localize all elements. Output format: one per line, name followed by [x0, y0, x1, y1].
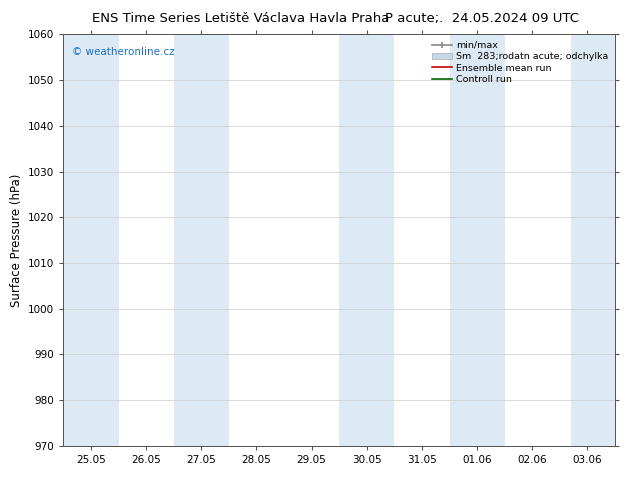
Bar: [339, 34, 394, 446]
Bar: [63, 34, 119, 446]
Text: © weatheronline.cz: © weatheronline.cz: [72, 47, 174, 57]
Bar: [450, 34, 505, 446]
Legend: min/max, Sm  283;rodatn acute; odchylka, Ensemble mean run, Controll run: min/max, Sm 283;rodatn acute; odchylka, …: [430, 39, 611, 86]
Bar: [571, 34, 615, 446]
Y-axis label: Surface Pressure (hPa): Surface Pressure (hPa): [10, 173, 23, 307]
Bar: [174, 34, 229, 446]
Text: ENS Time Series Letiště Václava Havla Praha: ENS Time Series Letiště Václava Havla Pr…: [92, 12, 390, 25]
Text: P acute;.  24.05.2024 09 UTC: P acute;. 24.05.2024 09 UTC: [385, 12, 579, 25]
